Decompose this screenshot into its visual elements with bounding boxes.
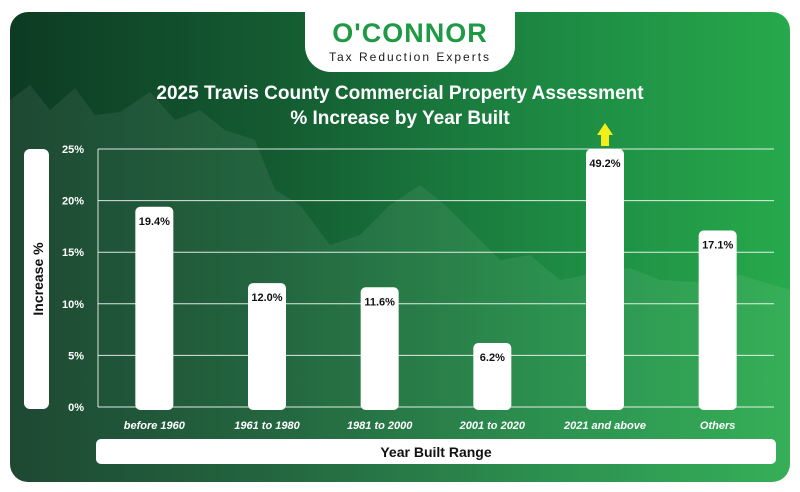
y-axis-label: Increase % (30, 242, 46, 316)
x-tick-label: Others (700, 420, 735, 432)
data-label: 19.4% (139, 216, 170, 228)
bar (473, 343, 512, 410)
bar (360, 287, 399, 410)
y-tick-label: 25% (62, 144, 84, 156)
ylabel-pill (24, 149, 49, 409)
y-tick-label: 10% (62, 299, 84, 311)
x-tick-label: 2001 to 2020 (459, 420, 526, 432)
data-label: 11.6% (364, 296, 395, 308)
data-label: 17.1% (702, 240, 733, 252)
x-tick-label: 2021 and above (563, 420, 646, 432)
x-axis-label: Year Built Range (380, 444, 491, 460)
bar (135, 206, 174, 410)
data-label: 49.2% (589, 158, 620, 170)
logo-tab: O'CONNOR Tax Reduction Experts (305, 12, 515, 72)
data-label: 6.2% (480, 352, 505, 364)
chart-subtitle: % Increase by Year Built (290, 108, 510, 129)
y-tick-label: 20% (62, 196, 84, 208)
logo-tagline: Tax Reduction Experts (328, 50, 492, 64)
x-tick-label: 1961 to 1980 (234, 420, 300, 432)
y-tick-label: 5% (68, 350, 84, 362)
y-tick-label: 0% (68, 402, 84, 414)
up-arrow-icon (597, 123, 613, 146)
data-label: 12.0% (251, 292, 282, 304)
logo-wordmark: O'CONNOR (332, 18, 488, 48)
x-tick-label: before 1960 (124, 420, 186, 432)
bar (586, 149, 624, 410)
bar (248, 283, 286, 410)
chart-title: 2025 Travis County Commercial Property A… (156, 83, 644, 104)
x-tick-label: 1981 to 2000 (347, 420, 413, 432)
bar (698, 230, 737, 410)
xlabel-pill (96, 439, 776, 464)
y-tick-label: 15% (62, 247, 84, 259)
